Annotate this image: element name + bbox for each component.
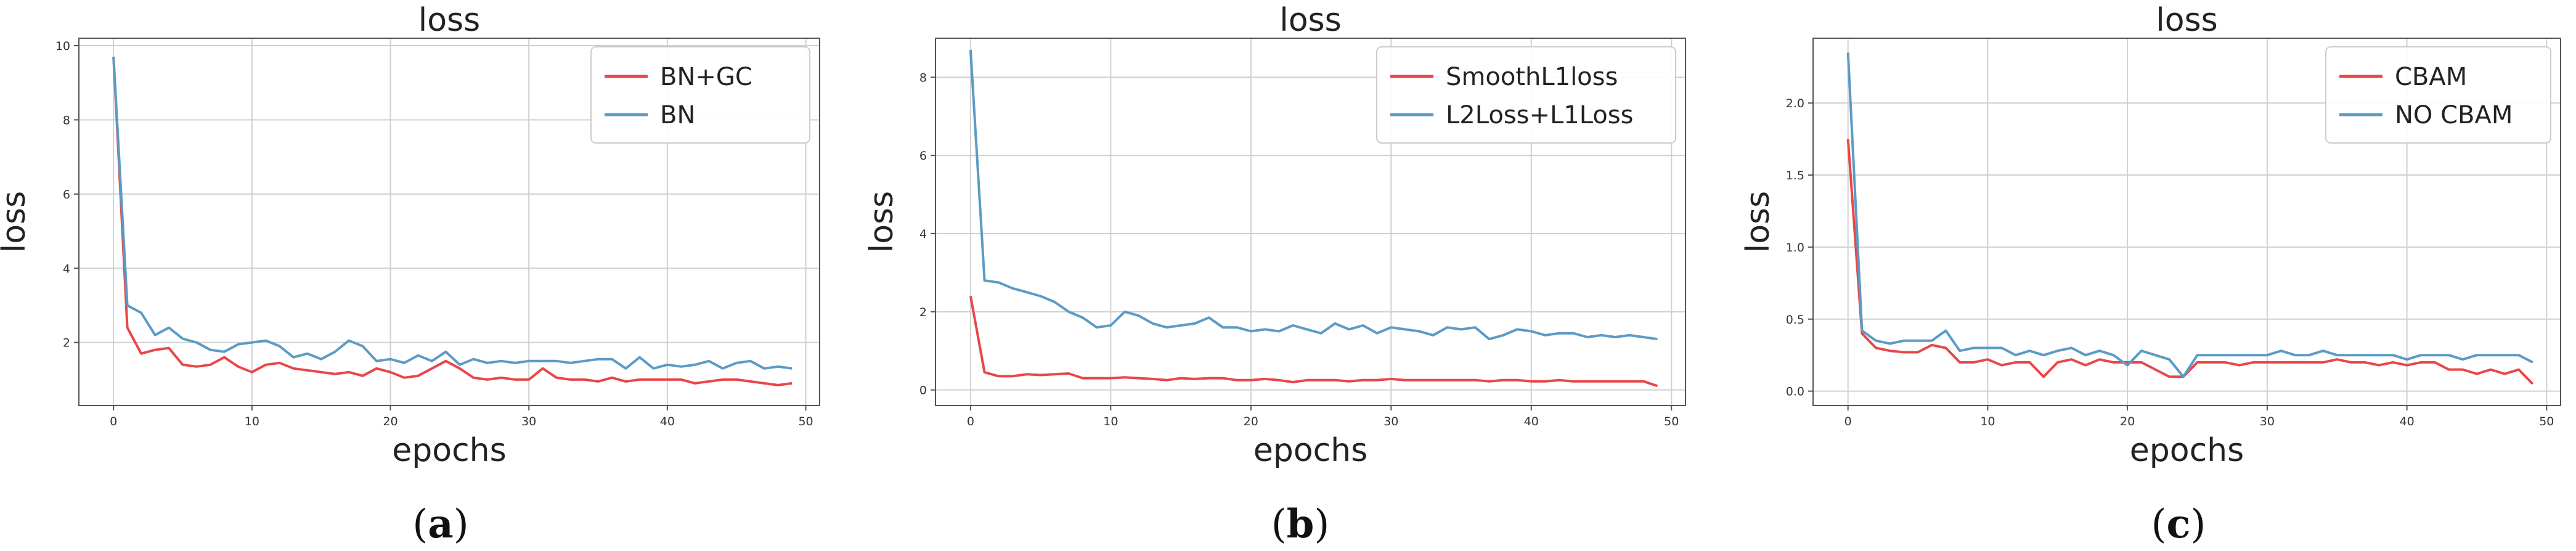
chart-panel-a: 0 10 20 30 40 50 2 4 6 8 10 loss epochs loss BN+GC BN — [0, 2, 820, 469]
plot-frame — [935, 38, 1686, 406]
x-tick-label: 40 — [1524, 415, 1539, 428]
caption-letter: a — [428, 501, 453, 547]
caption-close: ) — [2190, 502, 2206, 547]
chart-title: loss — [1279, 2, 1341, 39]
legend-label: NO CBAM — [2395, 101, 2513, 129]
figure-caption: (a) — [412, 501, 468, 547]
y-axis-title: loss — [1740, 191, 1777, 253]
x-tick-label: 10 — [245, 415, 259, 428]
y-tick-label: 2.0 — [1786, 97, 1804, 110]
y-tick-label: 1.5 — [1786, 169, 1804, 182]
legend: BN+GC BN — [590, 46, 810, 144]
plot-frame — [1812, 38, 2561, 406]
x-tick-label: 50 — [2539, 415, 2554, 428]
y-tick-label: 10 — [55, 39, 70, 53]
x-tick-label: 0 — [110, 415, 117, 428]
x-tick-label: 0 — [967, 415, 974, 428]
chart-panel-c: 0 10 20 30 40 50 0.0 0.5 1.0 1.5 2.0 loss epochs loss… — [1740, 2, 2561, 469]
y-tick-label: 8 — [919, 71, 927, 84]
x-tick-label: 40 — [660, 415, 675, 428]
y-axis-title: loss — [0, 191, 33, 253]
x-tick-label: 40 — [2400, 415, 2415, 428]
x-axis-title: epochs — [2130, 432, 2244, 469]
legend-box — [1376, 46, 1676, 144]
legend: CBAM NO CBAM — [2325, 46, 2551, 144]
x-tick-label: 10 — [1103, 415, 1118, 428]
legend-box — [590, 46, 810, 144]
y-tick-label: 2 — [919, 306, 927, 319]
caption-letter: b — [1287, 501, 1314, 547]
x-tick-label: 20 — [2120, 415, 2135, 428]
x-tick-label: 20 — [383, 415, 397, 428]
y-tick-label: 4 — [63, 262, 70, 276]
plot-frame — [78, 38, 820, 406]
y-tick-label: 6 — [919, 149, 927, 163]
figure-caption: (b) — [1271, 501, 1330, 547]
series-line-l2loss-l1loss — [969, 49, 1658, 341]
chart-title: loss — [2156, 2, 2217, 39]
caption-open: ( — [412, 502, 428, 547]
x-tick-label: 20 — [1244, 415, 1258, 428]
legend-label: BN+GC — [660, 63, 752, 91]
legend-box — [2325, 46, 2551, 144]
y-tick-label: 0 — [919, 384, 927, 398]
x-tick-label: 0 — [1844, 415, 1852, 428]
x-tick-label: 50 — [1664, 415, 1679, 428]
legend-label: SmoothL1loss — [1446, 63, 1618, 91]
caption-close: ) — [454, 502, 469, 547]
x-tick-label: 30 — [1384, 415, 1398, 428]
x-tick-label: 10 — [1980, 415, 1995, 428]
series-line-bn — [112, 56, 793, 370]
caption-close: ) — [1314, 502, 1329, 547]
x-tick-label: 50 — [798, 415, 813, 428]
series-line-no-cbam — [1846, 52, 2533, 378]
chart-title: loss — [418, 2, 480, 39]
y-tick-label: 0.0 — [1786, 385, 1804, 399]
figure-caption: (c) — [2151, 501, 2206, 547]
series-line-bn-gc — [112, 56, 793, 386]
caption-open: ( — [2151, 502, 2167, 547]
y-tick-label: 6 — [63, 188, 70, 202]
y-axis-title: loss — [863, 191, 900, 253]
y-tick-label: 1.0 — [1786, 241, 1804, 255]
legend: SmoothL1loss L2Loss+L1Loss — [1376, 46, 1676, 144]
x-axis-title: epochs — [1253, 432, 1367, 469]
y-tick-label: 0.5 — [1786, 313, 1804, 327]
grid — [1813, 38, 2561, 406]
series-line-cbam — [1846, 139, 2534, 385]
x-axis-title: epochs — [392, 432, 506, 469]
y-tick-label: 2 — [63, 337, 70, 350]
legend-label: BN — [660, 101, 695, 129]
y-tick-label: 8 — [63, 113, 70, 127]
y-tick-label: 4 — [919, 227, 927, 241]
legend-label: CBAM — [2395, 63, 2467, 91]
legend-label: L2Loss+L1Loss — [1446, 101, 1633, 129]
caption-open: ( — [1271, 502, 1287, 547]
caption-letter: c — [2167, 501, 2191, 547]
chart-panel-b: 0 10 20 30 40 50 0 2 4 6 8 loss epochs loss SmoothL1lo… — [863, 2, 1686, 469]
x-tick-label: 30 — [2260, 415, 2275, 428]
x-tick-label: 30 — [521, 415, 536, 428]
series-line-smoothl1loss — [969, 296, 1658, 388]
